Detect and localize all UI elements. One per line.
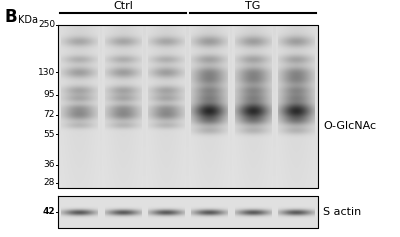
Text: 42: 42 bbox=[42, 208, 55, 217]
Text: 55: 55 bbox=[44, 130, 55, 139]
Text: KDa: KDa bbox=[18, 15, 38, 25]
Text: 72: 72 bbox=[44, 110, 55, 119]
Text: 95: 95 bbox=[44, 90, 55, 99]
Text: O-GlcNAc: O-GlcNAc bbox=[323, 121, 376, 131]
Text: B: B bbox=[5, 8, 18, 26]
Text: S actin: S actin bbox=[323, 207, 361, 217]
Text: 28: 28 bbox=[44, 178, 55, 187]
Text: 130: 130 bbox=[38, 68, 55, 77]
Text: Ctrl: Ctrl bbox=[113, 1, 133, 11]
Text: 36: 36 bbox=[44, 160, 55, 169]
Text: TG: TG bbox=[245, 1, 261, 11]
Text: 250: 250 bbox=[38, 20, 55, 29]
